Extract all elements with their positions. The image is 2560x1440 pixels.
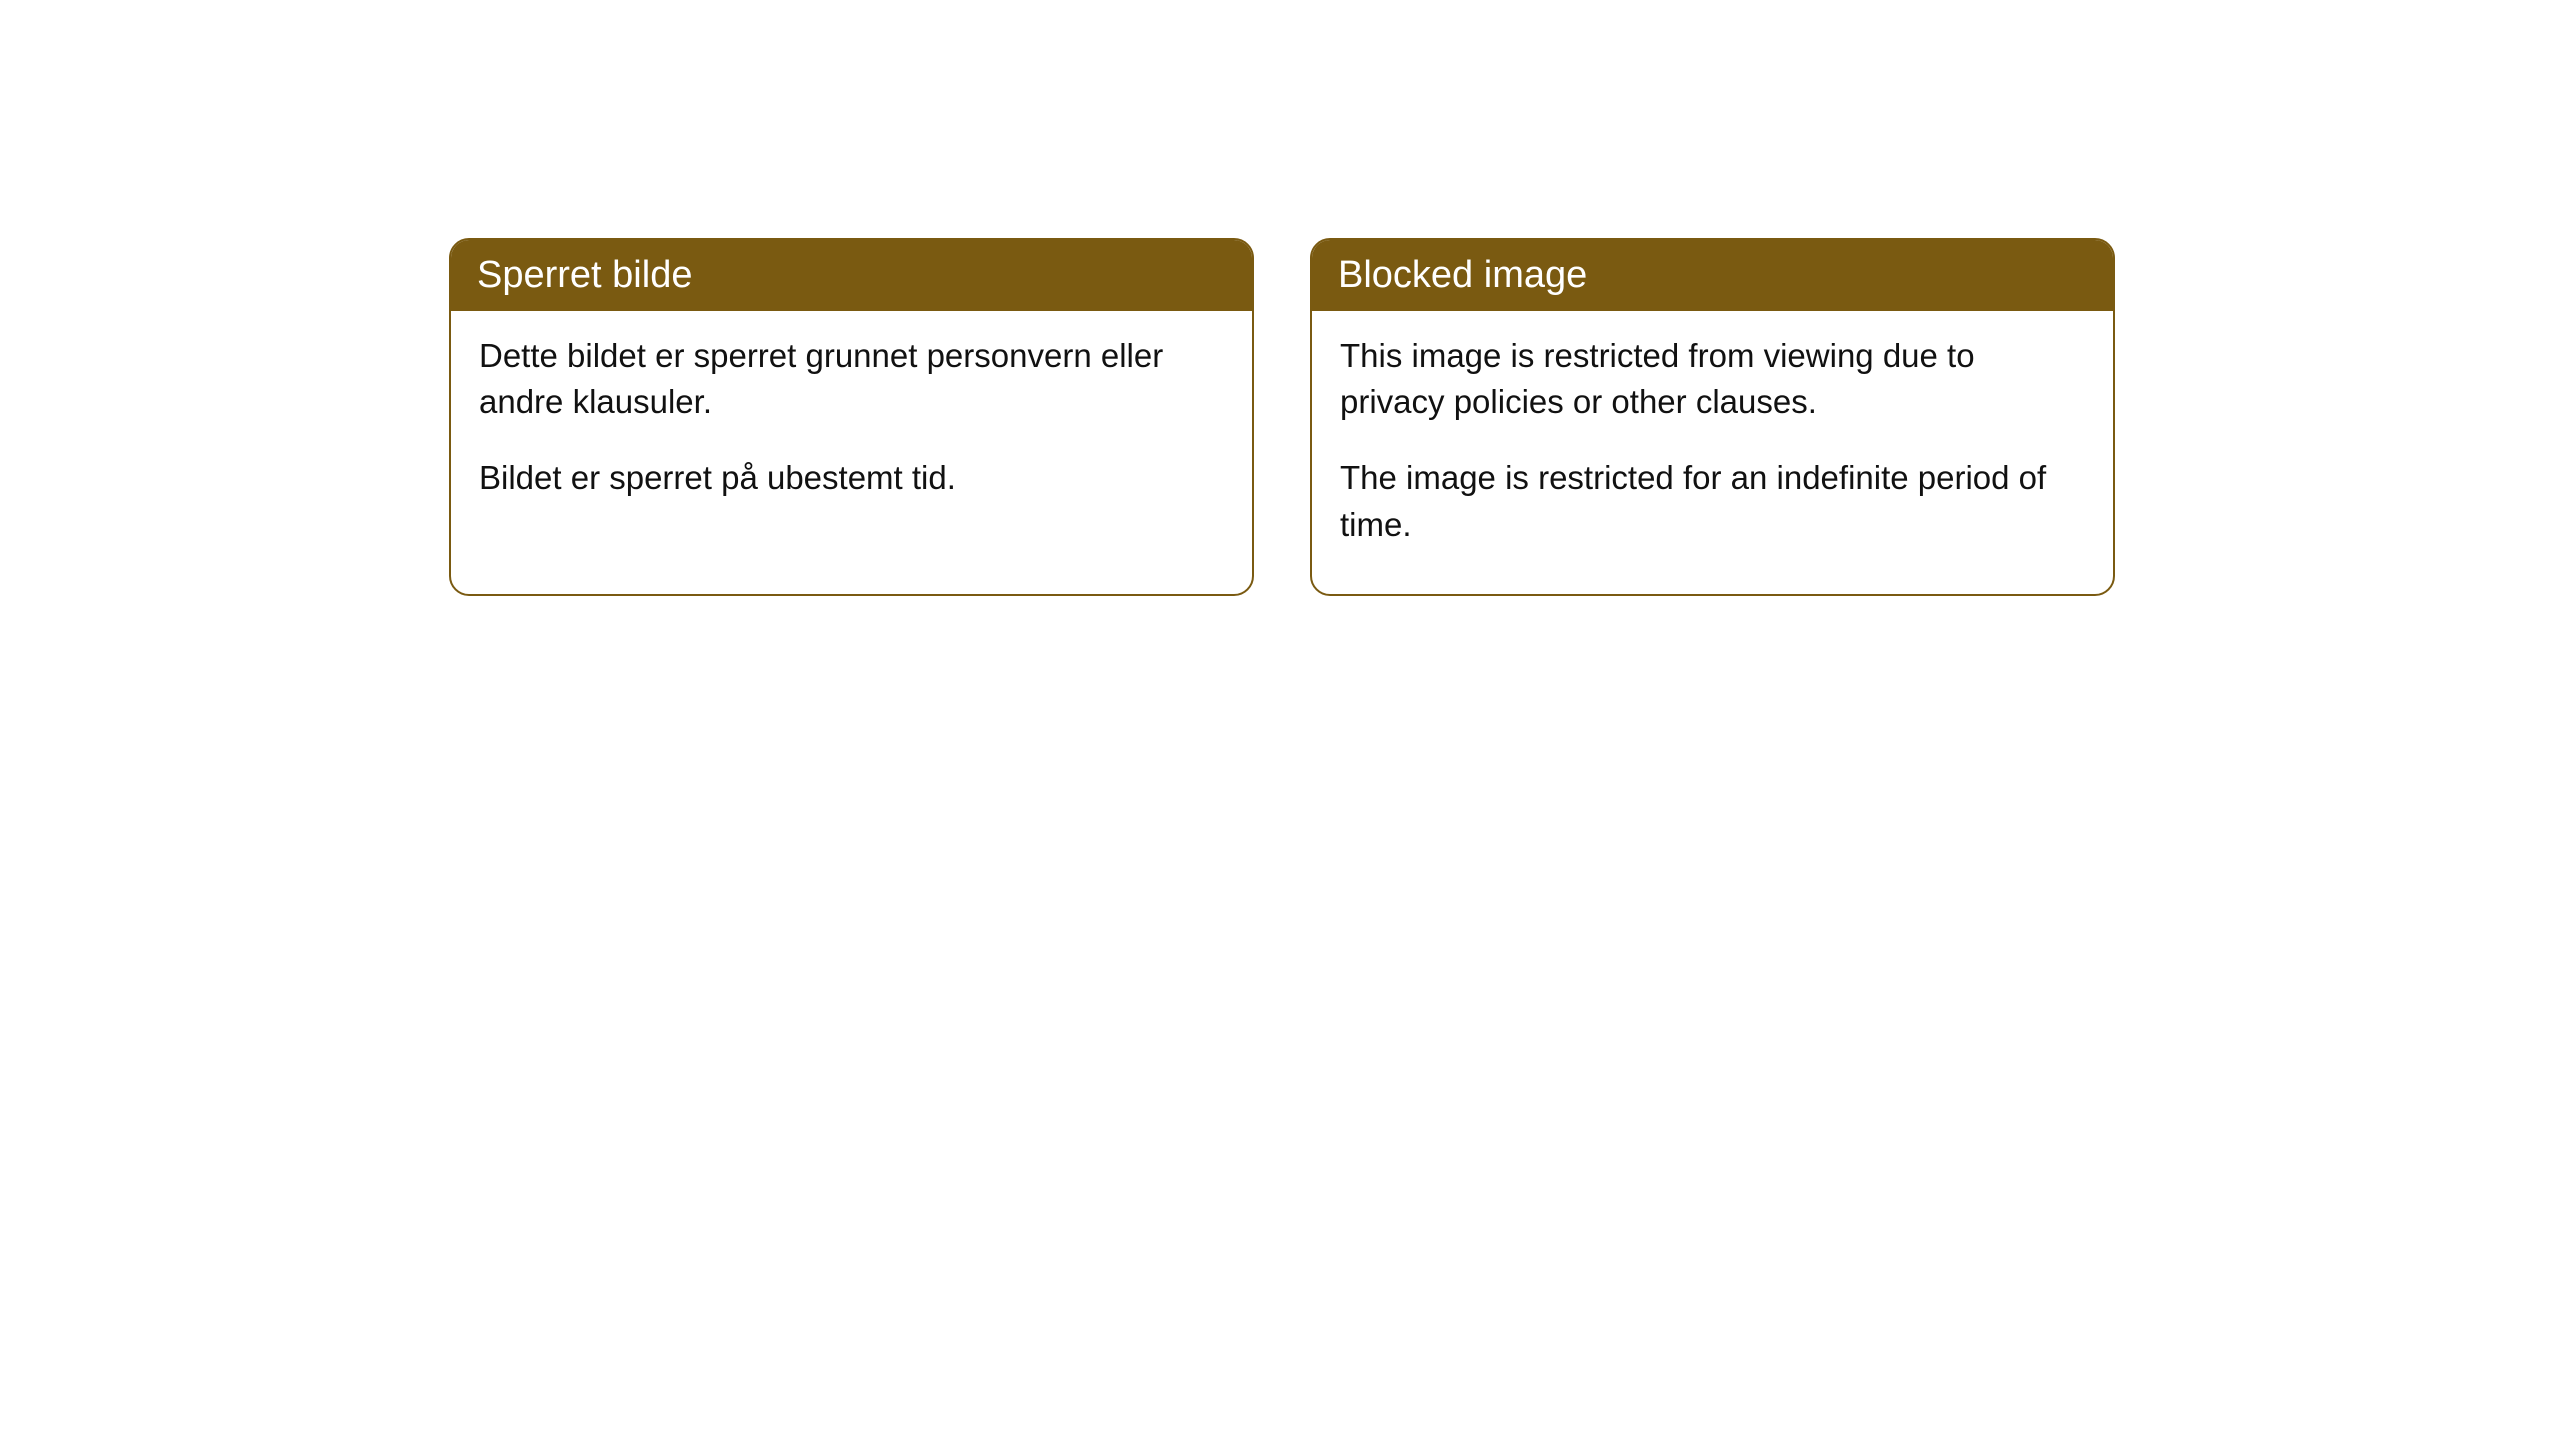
cards-container: Sperret bilde Dette bildet er sperret gr… <box>449 238 2560 596</box>
card-english: Blocked image This image is restricted f… <box>1310 238 2115 596</box>
card-paragraph-2: Bildet er sperret på ubestemt tid. <box>479 455 1224 501</box>
card-norwegian: Sperret bilde Dette bildet er sperret gr… <box>449 238 1254 596</box>
card-paragraph-2: The image is restricted for an indefinit… <box>1340 455 2085 547</box>
card-header-norwegian: Sperret bilde <box>451 240 1252 311</box>
card-paragraph-1: This image is restricted from viewing du… <box>1340 333 2085 425</box>
card-body-english: This image is restricted from viewing du… <box>1312 311 2113 594</box>
card-paragraph-1: Dette bildet er sperret grunnet personve… <box>479 333 1224 425</box>
card-header-english: Blocked image <box>1312 240 2113 311</box>
card-body-norwegian: Dette bildet er sperret grunnet personve… <box>451 311 1252 548</box>
